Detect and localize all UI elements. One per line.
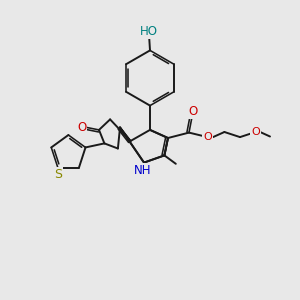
Text: O: O [203, 132, 212, 142]
Text: S: S [54, 168, 62, 181]
Text: O: O [188, 105, 197, 118]
Text: O: O [77, 121, 86, 134]
Text: HO: HO [140, 25, 158, 38]
Text: O: O [251, 127, 260, 137]
Text: NH: NH [134, 164, 151, 177]
